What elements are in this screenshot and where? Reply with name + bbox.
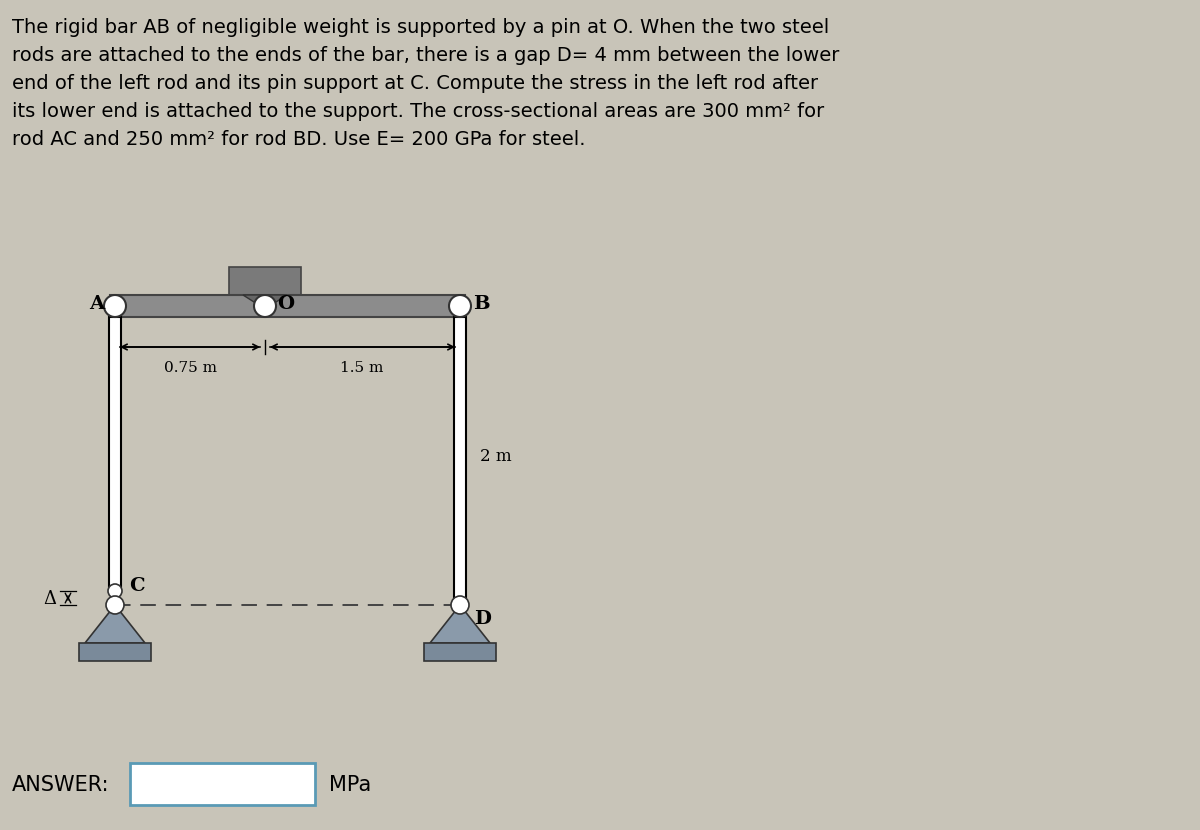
Bar <box>229 267 301 295</box>
Text: 1.5 m: 1.5 m <box>341 361 384 375</box>
Text: O: O <box>277 295 294 313</box>
Text: Δ: Δ <box>43 590 56 608</box>
Bar <box>454 317 466 605</box>
Text: MPa: MPa <box>329 775 371 795</box>
Text: its lower end is attached to the support. The cross-sectional areas are 300 mm² : its lower end is attached to the support… <box>12 102 824 121</box>
Text: rod AC and 250 mm² for rod BD. Use E= 200 GPa for steel.: rod AC and 250 mm² for rod BD. Use E= 20… <box>12 130 586 149</box>
Text: The rigid bar AB of negligible weight is supported by a pin at O. When the two s: The rigid bar AB of negligible weight is… <box>12 18 829 37</box>
Circle shape <box>106 596 124 614</box>
Circle shape <box>108 584 122 598</box>
Bar <box>79 643 151 661</box>
Polygon shape <box>242 295 287 309</box>
Polygon shape <box>430 605 490 643</box>
Bar <box>130 763 314 805</box>
Text: C: C <box>130 577 145 595</box>
Text: 0.75 m: 0.75 m <box>163 361 216 375</box>
Text: rods are attached to the ends of the bar, there is a gap D= 4 mm between the low: rods are attached to the ends of the bar… <box>12 46 839 65</box>
Circle shape <box>254 295 276 317</box>
Bar <box>109 317 121 591</box>
Bar <box>424 643 496 661</box>
Text: D: D <box>474 610 491 628</box>
Text: 2 m: 2 m <box>480 447 511 465</box>
Text: ANSWER:: ANSWER: <box>12 775 109 795</box>
Circle shape <box>449 295 470 317</box>
Bar <box>110 295 466 317</box>
Circle shape <box>451 596 469 614</box>
Text: B: B <box>473 295 490 313</box>
Text: end of the left rod and its pin support at C. Compute the stress in the left rod: end of the left rod and its pin support … <box>12 74 818 93</box>
Text: A: A <box>89 295 104 313</box>
Polygon shape <box>85 605 145 643</box>
Circle shape <box>104 295 126 317</box>
